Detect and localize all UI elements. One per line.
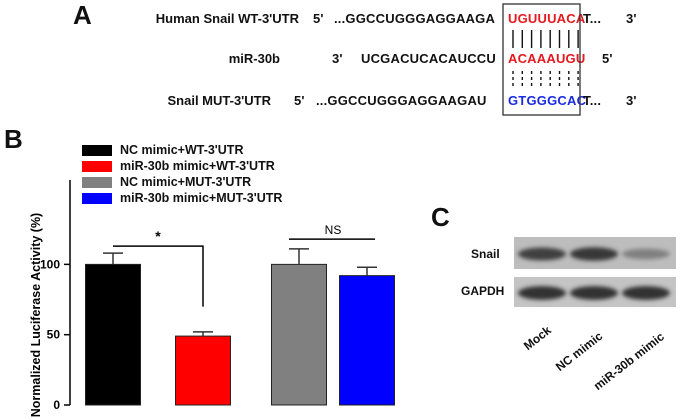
legend-label-0: NC mimic+WT-3'UTR bbox=[120, 143, 244, 157]
snail-band bbox=[518, 247, 566, 261]
wt-utr-3prime: 3' bbox=[626, 11, 637, 26]
snail-band bbox=[570, 247, 618, 261]
mut-utr-tail: T... bbox=[583, 93, 602, 108]
western-blot bbox=[514, 237, 676, 307]
snail-band-label: Snail bbox=[471, 247, 500, 261]
y-tick-label: 0 bbox=[53, 398, 60, 412]
panel-b-letter: B bbox=[4, 124, 23, 154]
mut-utr-site: GTGGGCAC bbox=[508, 93, 587, 108]
snail-band bbox=[622, 248, 670, 260]
wt-utr-sequence: ...GGCCUGGGAGGAAGA bbox=[334, 11, 496, 26]
seed-match-overlay bbox=[502, 3, 581, 116]
mut-utr-label: Snail MUT-3'UTR bbox=[167, 93, 272, 108]
y-tick-label: 50 bbox=[47, 328, 61, 342]
bar bbox=[271, 263, 327, 406]
wt-utr-5prime: 5' bbox=[313, 11, 324, 26]
wt-utr-label: Human Snail WT-3'UTR bbox=[155, 11, 299, 26]
bar bbox=[175, 335, 231, 406]
gapdh-band bbox=[622, 286, 670, 300]
bar bbox=[85, 263, 141, 406]
mir-30b-5prime: 5' bbox=[602, 51, 613, 66]
mir-30b-seed-site: ACAAAUGU bbox=[508, 51, 586, 66]
wt-utr-tail: T... bbox=[583, 11, 602, 26]
significance-star: * bbox=[155, 228, 161, 244]
panel-a-letter: A bbox=[73, 0, 92, 30]
mut-utr-sequence: ...GGCCUGGGAGGAAGAU bbox=[316, 93, 487, 108]
legend-label-1: miR-30b mimic+WT-3'UTR bbox=[120, 159, 275, 173]
lane-label-nc-mimic: NC mimic bbox=[553, 328, 606, 375]
gapdh-band-label: GAPDH bbox=[461, 284, 505, 298]
lane-label-mock: Mock bbox=[521, 323, 554, 354]
legend-swatch-2 bbox=[82, 177, 112, 188]
legend-swatch-3 bbox=[82, 193, 112, 204]
legend-swatch-0 bbox=[82, 145, 112, 156]
mut-utr-3prime: 3' bbox=[626, 93, 637, 108]
gapdh-band bbox=[518, 286, 566, 300]
panel-c-letter: C bbox=[431, 202, 450, 232]
significance-bracket bbox=[113, 245, 204, 307]
legend-swatch-1 bbox=[82, 161, 112, 172]
legend-label-2: NC mimic+MUT-3'UTR bbox=[120, 175, 252, 189]
wt-utr-seed-site: UGUUUACA bbox=[508, 11, 586, 26]
gapdh-band bbox=[570, 286, 618, 300]
mismatch-dots bbox=[512, 71, 579, 86]
y-tick-label: 100 bbox=[40, 257, 60, 271]
ns-label: NS bbox=[325, 223, 342, 237]
mir-30b-label: miR-30b bbox=[228, 51, 280, 66]
mut-utr-5prime: 5' bbox=[294, 93, 305, 108]
mir-30b-3prime: 3' bbox=[332, 51, 343, 66]
seed-box bbox=[502, 3, 581, 116]
mir-30b-sequence: UCGACUCACAUCCU bbox=[361, 51, 496, 66]
legend-label-3: miR-30b mimic+MUT-3'UTR bbox=[120, 191, 283, 205]
pairing-lines bbox=[512, 30, 579, 48]
y-axis-label: Normalized Luciferase Activity (%) bbox=[29, 213, 43, 417]
bar bbox=[339, 275, 395, 406]
luciferase-chart: Normalized Luciferase Activity (%) 0 50 10… bbox=[29, 180, 395, 417]
